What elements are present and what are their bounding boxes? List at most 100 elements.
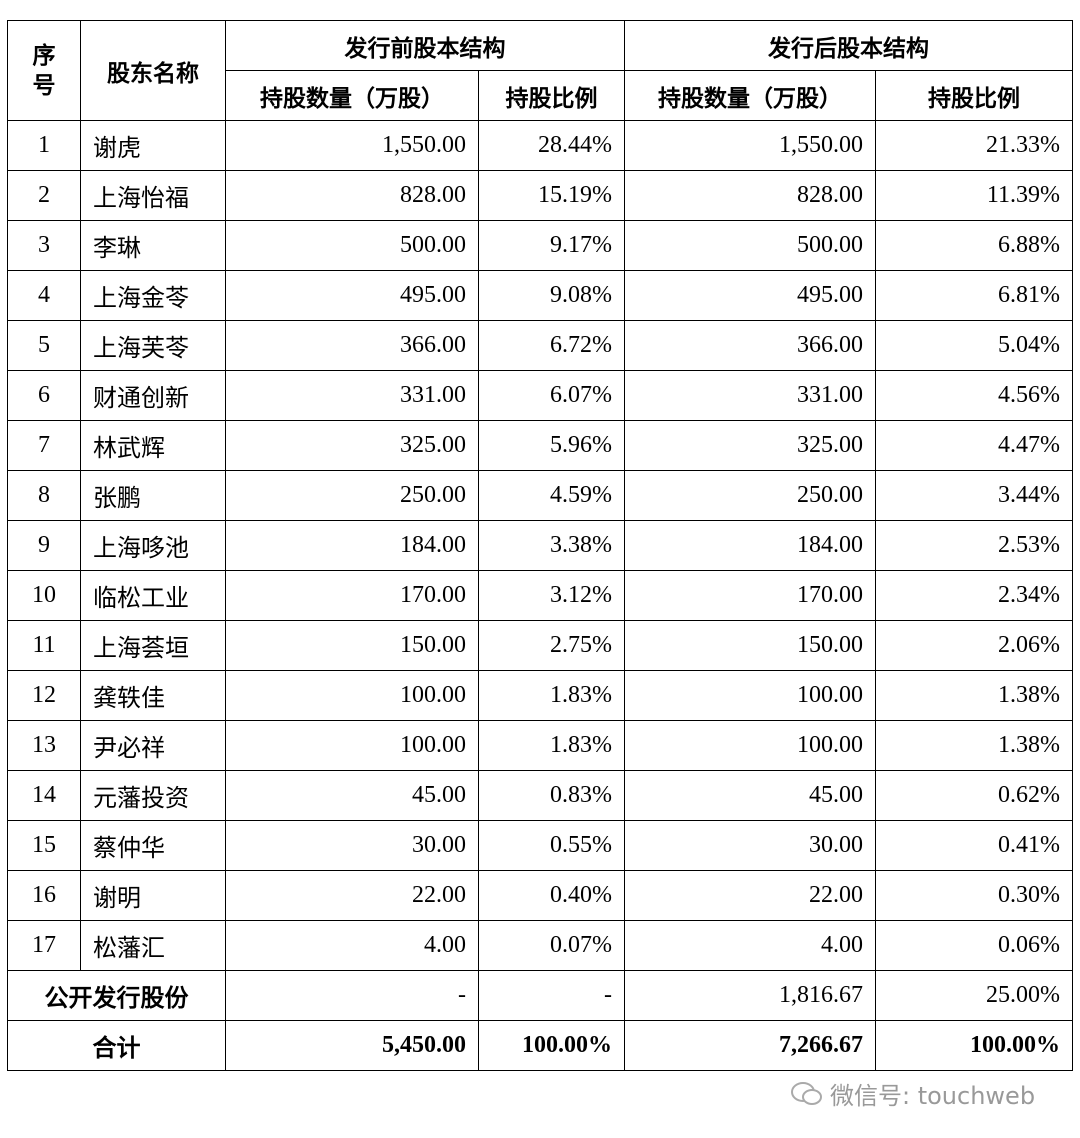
table-cell: 22.00 [624, 870, 876, 921]
table-row: 10 临松工业 170.00 3.12% 170.00 2.34% [7, 570, 1073, 621]
table-cell: 6 [7, 370, 81, 421]
watermark: 微信号: touchweb [790, 1076, 1035, 1111]
header-cell: 发行前股本结构 [225, 20, 625, 71]
table-row: 公开发行股份 - -1,816.67 25.00% [7, 970, 1073, 1021]
table-cell: 4.00 [225, 920, 479, 971]
table-cell: 5 [7, 320, 81, 371]
table-cell: 5,450.00 [225, 1020, 479, 1071]
table-cell: 6.72% [478, 320, 625, 371]
table-cell: 1,816.67 [624, 970, 876, 1021]
table-cell: 2.75% [478, 620, 625, 671]
table-cell: 45.00 [225, 770, 479, 821]
table-cell: 100.00 [225, 720, 479, 771]
table-cell: 16 [7, 870, 81, 921]
table-cell: 12 [7, 670, 81, 721]
table-cell: 7,266.67 [624, 1020, 876, 1071]
table-row: 3 李琳 500.00 9.17% 500.00 6.88% [7, 220, 1073, 271]
table-cell: 325.00 [624, 420, 876, 471]
table-cell: 0.83% [478, 770, 625, 821]
table-cell: 财通创新 [80, 370, 226, 421]
table-cell: 上海金苓 [80, 270, 226, 321]
table-cell: 1.83% [478, 670, 625, 721]
table-cell: 2 [7, 170, 81, 221]
table-cell: 蔡仲华 [80, 820, 226, 871]
table-cell: 28.44% [478, 120, 625, 171]
table-cell: 8 [7, 470, 81, 521]
table-cell: 元藩投资 [80, 770, 226, 821]
table-cell: 250.00 [225, 470, 479, 521]
table-cell: 170.00 [225, 570, 479, 621]
table-cell: 100.00% [875, 1020, 1073, 1071]
header-cell: 持股数量（万股） [624, 70, 876, 121]
table-row: 合计 5,450.00 100.00% 7,266.67 100.00% [7, 1020, 1073, 1071]
table-cell: 6.88% [875, 220, 1073, 271]
table-cell: 松藩汇 [80, 920, 226, 971]
header-cell: 发行后股本结构 [624, 20, 1073, 71]
table-row: 13 尹必祥 100.00 1.83% 100.00 1.38% [7, 720, 1073, 771]
table-cell: 500.00 [225, 220, 479, 271]
table-cell: 828.00 [624, 170, 876, 221]
header-cell: 股东名称 [80, 20, 226, 121]
header-cell: 持股比例 [875, 70, 1073, 121]
header-cell: 持股数量（万股） [225, 70, 479, 121]
table-cell: 325.00 [225, 420, 479, 471]
header-cell: 序号 [7, 20, 81, 121]
table-row: 8 张鹏 250.00 4.59% 250.00 3.44% [7, 470, 1073, 521]
table-cell: 150.00 [225, 620, 479, 671]
table-row: 6 财通创新 331.00 6.07% 331.00 4.56% [7, 370, 1073, 421]
table-cell: 150.00 [624, 620, 876, 671]
table-cell: 11.39% [875, 170, 1073, 221]
table-cell: 3.12% [478, 570, 625, 621]
table-cell: 林武辉 [80, 420, 226, 471]
table-cell: 30.00 [225, 820, 479, 871]
table-cell: 9 [7, 520, 81, 571]
table-cell: 6.81% [875, 270, 1073, 321]
watermark-text: 微信号: touchweb [830, 1082, 1036, 1110]
table-row: 12 龚轶佳 100.00 1.83% 100.00 1.38% [7, 670, 1073, 721]
table-row: 17 松藩汇 4.00 0.07% 4.00 0.06% [7, 920, 1073, 971]
table-cell: - [225, 970, 479, 1021]
table-cell: 9.08% [478, 270, 625, 321]
table-cell: 4.47% [875, 420, 1073, 471]
table-cell: 170.00 [624, 570, 876, 621]
table-cell: 0.55% [478, 820, 625, 871]
table-row: 7 林武辉 325.00 5.96% 325.00 4.47% [7, 420, 1073, 471]
table-cell: 2.06% [875, 620, 1073, 671]
table-cell: 7 [7, 420, 81, 471]
table-cell: 15.19% [478, 170, 625, 221]
table-cell: 22.00 [225, 870, 479, 921]
table-cell: 184.00 [225, 520, 479, 571]
table-cell: 4.00 [624, 920, 876, 971]
table-cell: 0.62% [875, 770, 1073, 821]
table-cell: 1 [7, 120, 81, 171]
wechat-icon [791, 1081, 822, 1105]
table-cell: 0.40% [478, 870, 625, 921]
table-cell: 合计 [7, 1020, 226, 1071]
table-cell: 4.59% [478, 470, 625, 521]
table-row: 2 上海怡福 828.00 15.19% 828.00 11.39% [7, 170, 1073, 221]
table-cell: 上海芙苓 [80, 320, 226, 371]
table-cell: 2.53% [875, 520, 1073, 571]
header-cell: 持股比例 [478, 70, 625, 121]
table-cell: 0.41% [875, 820, 1073, 871]
table-cell: 3 [7, 220, 81, 271]
table-header: 序号 股东名称 发行前股本结构 发行后股本结构 持股数量（万股） 持股比例 持股… [7, 20, 1073, 121]
table-cell: 331.00 [624, 370, 876, 421]
table-cell: 0.07% [478, 920, 625, 971]
table-cell: 366.00 [225, 320, 479, 371]
table-row: 15 蔡仲华 30.00 0.55% 30.00 0.41% [7, 820, 1073, 871]
table-body: 1 谢虎 1,550.00 28.44% 1,550.00 21.33% 2 上海怡福 828.… [7, 120, 1073, 1071]
table-cell: 9.17% [478, 220, 625, 271]
table-cell: 30.00 [624, 820, 876, 871]
table-row: 5 上海芙苓 366.00 6.72% 366.00 5.04% [7, 320, 1073, 371]
table-cell: 龚轶佳 [80, 670, 226, 721]
table-cell: 谢明 [80, 870, 226, 921]
table-cell: - [478, 970, 625, 1021]
shareholding-table: 序号 股东名称 发行前股本结构 发行后股本结构 持股数量（万股） 持股比例 持股… [7, 20, 1073, 1071]
table-cell: 15 [7, 820, 81, 871]
table-cell: 45.00 [624, 770, 876, 821]
table-cell: 6.07% [478, 370, 625, 421]
table-cell: 1.38% [875, 720, 1073, 771]
table-row: 4 上海金苓 495.00 9.08% 495.00 6.81% [7, 270, 1073, 321]
